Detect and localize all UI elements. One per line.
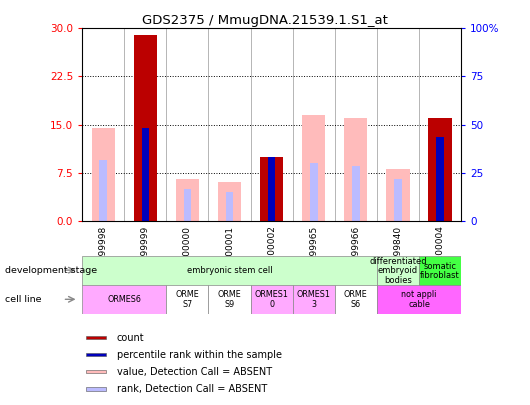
- Text: not appli
cable: not appli cable: [401, 290, 437, 309]
- Bar: [92, 128, 115, 221]
- Bar: [82, 256, 377, 286]
- Text: GDS2375 / MmugDNA.21539.1.S1_at: GDS2375 / MmugDNA.21539.1.S1_at: [142, 14, 388, 27]
- Text: development stage: development stage: [5, 266, 98, 275]
- Bar: [183, 189, 191, 221]
- Bar: [386, 169, 410, 221]
- Bar: [335, 285, 377, 314]
- Bar: [302, 115, 325, 221]
- Bar: [134, 35, 157, 221]
- Bar: [142, 128, 149, 221]
- Text: ORME
S6: ORME S6: [344, 290, 368, 309]
- Bar: [352, 166, 360, 221]
- Bar: [86, 387, 106, 390]
- Bar: [208, 285, 251, 314]
- Text: differentiated
embryoid
bodies: differentiated embryoid bodies: [369, 257, 427, 285]
- Bar: [86, 353, 106, 356]
- Bar: [226, 192, 233, 221]
- Bar: [166, 285, 208, 314]
- Bar: [82, 285, 166, 314]
- Text: value, Detection Call = ABSENT: value, Detection Call = ABSENT: [117, 367, 272, 377]
- Bar: [100, 160, 107, 221]
- Text: count: count: [117, 333, 145, 343]
- Text: percentile rank within the sample: percentile rank within the sample: [117, 350, 282, 360]
- Text: embryonic stem cell: embryonic stem cell: [187, 266, 272, 275]
- Text: ORMES6: ORMES6: [107, 295, 141, 304]
- Bar: [260, 157, 283, 221]
- Bar: [176, 179, 199, 221]
- Text: ORMES1
3: ORMES1 3: [297, 290, 331, 309]
- Text: ORME
S9: ORME S9: [218, 290, 241, 309]
- Text: somatic
fibroblast: somatic fibroblast: [420, 262, 460, 280]
- Bar: [344, 118, 367, 221]
- Text: rank, Detection Call = ABSENT: rank, Detection Call = ABSENT: [117, 384, 267, 394]
- Bar: [428, 118, 452, 221]
- Bar: [377, 256, 419, 286]
- Bar: [268, 157, 276, 221]
- Text: cell line: cell line: [5, 295, 42, 304]
- Bar: [419, 256, 461, 286]
- Bar: [293, 285, 335, 314]
- Bar: [251, 285, 293, 314]
- Bar: [86, 336, 106, 339]
- Bar: [310, 163, 317, 221]
- Text: ORMES1
0: ORMES1 0: [255, 290, 288, 309]
- Bar: [86, 370, 106, 373]
- Text: ORME
S7: ORME S7: [175, 290, 199, 309]
- Bar: [436, 137, 444, 221]
- Bar: [394, 179, 402, 221]
- Bar: [377, 285, 461, 314]
- Bar: [218, 182, 241, 221]
